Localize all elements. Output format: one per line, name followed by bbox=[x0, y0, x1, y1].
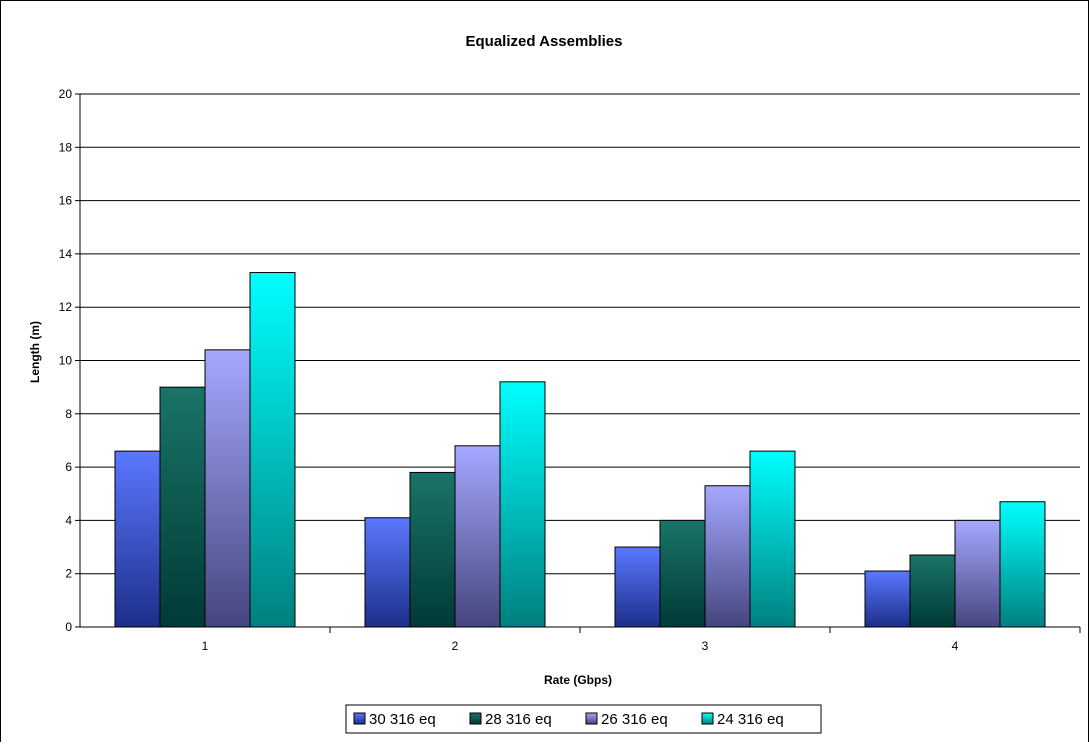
x-tick-label: 1 bbox=[202, 639, 209, 653]
legend-entry: 28 316 eq bbox=[485, 711, 552, 728]
legend: 30 316 eq 28 316 eq 26 316 eq 24 316 eq bbox=[345, 704, 822, 734]
y-tick-label: 8 bbox=[65, 407, 72, 421]
y-tick-label: 12 bbox=[59, 300, 73, 314]
legend-entry: 24 316 eq bbox=[717, 711, 784, 728]
legend-swatch bbox=[353, 712, 366, 725]
bar bbox=[909, 554, 956, 628]
legend-swatch bbox=[701, 712, 714, 725]
y-tick-label: 4 bbox=[65, 513, 72, 527]
bar bbox=[114, 450, 161, 628]
legend-entry: 26 316 eq bbox=[601, 711, 668, 728]
bar bbox=[614, 546, 661, 628]
bar bbox=[864, 570, 911, 628]
y-tick-label: 18 bbox=[59, 140, 73, 154]
bar bbox=[409, 471, 456, 628]
bar bbox=[454, 445, 501, 628]
bar bbox=[999, 501, 1046, 628]
y-tick-label: 20 bbox=[59, 87, 73, 101]
y-axis-label: Length (m) bbox=[28, 321, 42, 383]
y-tick-label: 10 bbox=[59, 354, 73, 368]
legend-entry: 30 316 eq bbox=[369, 711, 436, 728]
bar bbox=[204, 349, 251, 628]
y-tick-label: 14 bbox=[59, 247, 73, 261]
y-tick-label: 6 bbox=[65, 460, 72, 474]
y-tick-label: 0 bbox=[65, 620, 72, 634]
x-tick-label: 4 bbox=[952, 639, 959, 653]
bar bbox=[704, 485, 751, 628]
x-axis-label: Rate (Gbps) bbox=[544, 673, 612, 687]
legend-swatch bbox=[469, 712, 482, 725]
bar bbox=[749, 450, 796, 628]
bar bbox=[159, 386, 206, 628]
bar bbox=[499, 381, 546, 628]
x-tick-label: 3 bbox=[702, 639, 709, 653]
x-tick-label: 2 bbox=[452, 639, 459, 653]
chart-title: Equalized Assemblies bbox=[465, 33, 622, 50]
y-tick-label: 16 bbox=[59, 194, 73, 208]
y-tick-label: 2 bbox=[65, 567, 72, 581]
bar bbox=[364, 517, 411, 628]
bar bbox=[954, 519, 1001, 628]
legend-swatch bbox=[585, 712, 598, 725]
bar bbox=[659, 519, 706, 628]
legend-box bbox=[345, 704, 822, 734]
bar bbox=[249, 272, 296, 628]
